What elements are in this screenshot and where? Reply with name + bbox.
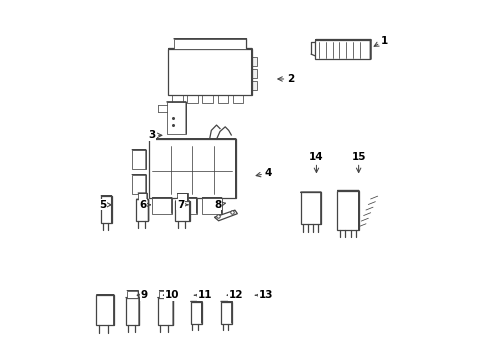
Polygon shape (251, 49, 252, 95)
Bar (250, 69, 256, 78)
Text: 7: 7 (177, 200, 187, 210)
Polygon shape (125, 298, 139, 325)
Polygon shape (148, 139, 235, 198)
Polygon shape (177, 193, 187, 201)
Bar (171, 65, 185, 76)
Polygon shape (132, 175, 145, 194)
Bar (187, 95, 197, 103)
Bar (209, 81, 224, 91)
Text: 5: 5 (99, 200, 111, 210)
Bar (171, 81, 185, 91)
Polygon shape (138, 193, 147, 199)
Polygon shape (337, 191, 358, 230)
Polygon shape (136, 199, 148, 221)
Polygon shape (175, 201, 189, 221)
Bar (190, 81, 204, 91)
Polygon shape (152, 198, 171, 214)
Polygon shape (369, 40, 370, 59)
Polygon shape (173, 39, 246, 49)
Polygon shape (168, 49, 251, 95)
Bar (209, 65, 224, 76)
Polygon shape (315, 40, 369, 59)
Polygon shape (132, 150, 145, 169)
Polygon shape (166, 102, 185, 134)
Text: 13: 13 (255, 290, 272, 300)
Bar (232, 95, 243, 103)
Text: 8: 8 (214, 200, 225, 210)
Polygon shape (157, 298, 173, 325)
Bar (190, 65, 204, 76)
Polygon shape (214, 210, 237, 221)
Bar (228, 81, 243, 91)
Polygon shape (101, 196, 111, 222)
Bar (171, 95, 182, 103)
Text: 1: 1 (373, 36, 387, 46)
Polygon shape (220, 302, 232, 324)
Text: 14: 14 (308, 152, 323, 172)
Text: 10: 10 (163, 290, 179, 300)
Polygon shape (126, 291, 138, 298)
Polygon shape (159, 291, 171, 298)
Text: 12: 12 (227, 290, 243, 300)
Polygon shape (96, 295, 114, 325)
Bar (250, 57, 256, 66)
Text: 11: 11 (194, 290, 212, 300)
Bar (250, 81, 256, 90)
Bar (228, 65, 243, 76)
Bar (202, 95, 213, 103)
Text: 3: 3 (148, 130, 162, 140)
Bar (217, 95, 228, 103)
Polygon shape (235, 139, 236, 198)
Polygon shape (202, 198, 221, 214)
Text: 9: 9 (137, 290, 148, 300)
Polygon shape (177, 198, 196, 214)
Text: 2: 2 (277, 74, 294, 84)
Text: 4: 4 (256, 168, 271, 178)
Text: 15: 15 (351, 152, 365, 172)
Polygon shape (190, 302, 202, 324)
Polygon shape (300, 192, 321, 224)
Text: 6: 6 (139, 200, 150, 210)
